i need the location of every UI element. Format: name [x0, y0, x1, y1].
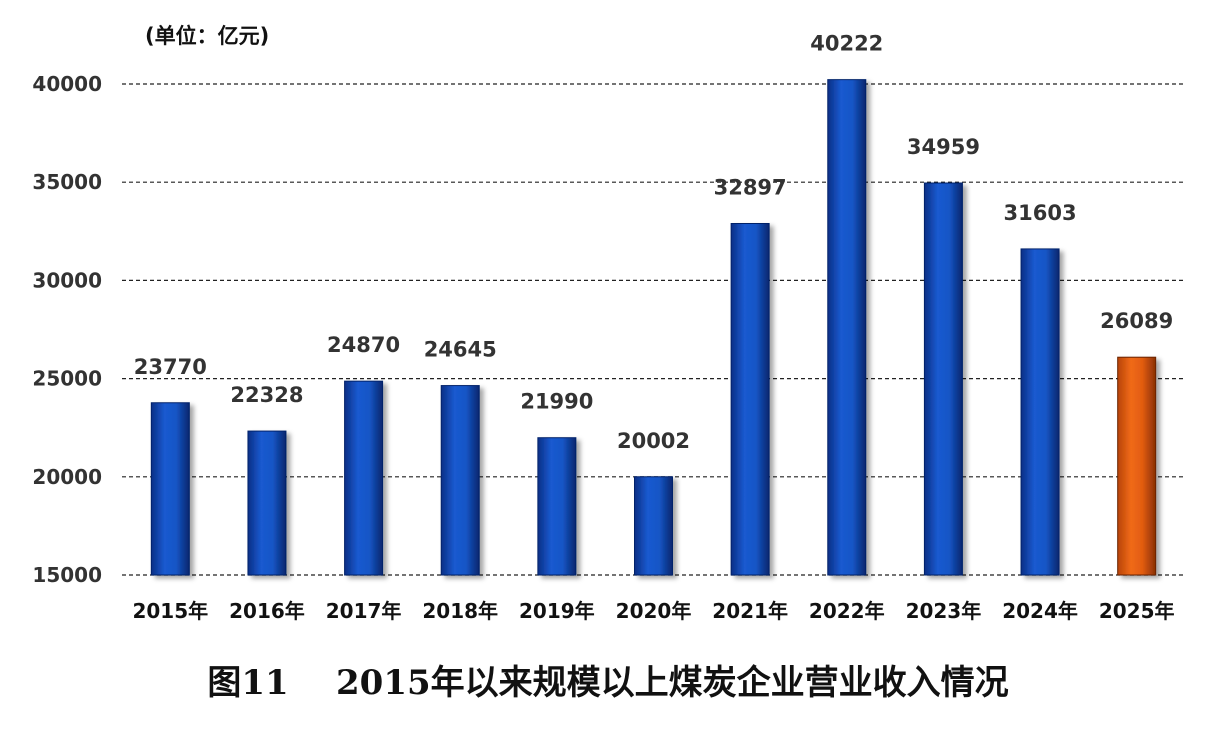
x-tick-label: 2024年 [1002, 599, 1078, 623]
y-tick-label: 20000 [32, 465, 102, 489]
bar [537, 437, 577, 576]
y-tick-label: 25000 [32, 367, 102, 391]
x-tick-label: 2020年 [616, 599, 692, 623]
data-label: 32897 [714, 176, 787, 200]
bar [344, 380, 384, 576]
y-tick-label: 15000 [32, 563, 102, 587]
data-label: 31603 [1004, 201, 1077, 225]
bar [827, 79, 867, 576]
bar [440, 385, 480, 576]
data-label: 40222 [810, 32, 883, 56]
x-tick-label: 2018年 [422, 599, 498, 623]
y-tick-label: 40000 [32, 72, 102, 96]
y-tick-label: 30000 [32, 268, 102, 292]
x-tick-label: 2021年 [712, 599, 788, 623]
bar [923, 182, 963, 576]
x-tick-label: 2023年 [906, 599, 982, 623]
data-label: 22328 [230, 383, 303, 407]
x-tick-label: 2022年 [809, 599, 885, 623]
figure-caption: 图11 2015年以来规模以上煤炭企业营业收入情况 [207, 663, 1009, 703]
bar [730, 223, 770, 576]
y-tick-label: 35000 [32, 170, 102, 194]
x-tick-label: 2015年 [132, 599, 208, 623]
x-tick-label: 2016年 [229, 599, 305, 623]
data-label: 34959 [907, 135, 980, 159]
unit-label: (单位：亿元) [145, 24, 270, 48]
data-label: 23770 [134, 355, 207, 379]
data-label: 20002 [617, 429, 690, 453]
bar [247, 430, 287, 576]
bar [1117, 356, 1157, 576]
x-tick-label: 2025年 [1099, 599, 1175, 623]
data-label: 21990 [520, 390, 593, 414]
x-tick-label: 2017年 [326, 599, 402, 623]
data-label: 24870 [327, 333, 400, 357]
data-label: 26089 [1100, 309, 1173, 333]
data-label: 24645 [424, 338, 497, 362]
bar [634, 476, 673, 576]
bar [1020, 248, 1060, 576]
bar [150, 402, 190, 576]
x-tick-label: 2019年 [519, 599, 595, 623]
